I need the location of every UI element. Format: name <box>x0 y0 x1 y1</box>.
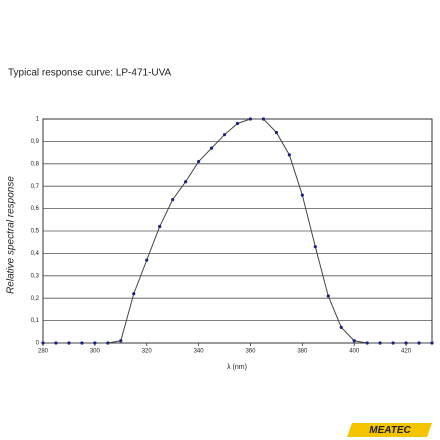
y-tick-label: 0,8 <box>31 161 40 167</box>
data-point <box>119 339 123 343</box>
y-tick-label: 0,7 <box>31 184 40 190</box>
data-point <box>145 258 149 262</box>
y-axis-label: Relative spectral response <box>6 176 17 294</box>
logo: MEATEC <box>347 423 432 437</box>
x-tick-label: 300 <box>90 349 101 355</box>
logo-text: MEATEC <box>369 425 411 436</box>
data-point <box>378 341 382 345</box>
data-point <box>54 341 58 345</box>
data-point <box>41 341 45 345</box>
data-point <box>326 294 330 298</box>
y-tick-label: 1 <box>36 117 40 123</box>
x-tick-label: 420 <box>401 349 412 355</box>
data-point <box>261 117 266 121</box>
x-tick-label: 380 <box>297 349 308 355</box>
data-point <box>404 341 408 345</box>
logo-badge <box>347 423 432 437</box>
data-point <box>300 193 304 197</box>
data-point <box>222 133 227 137</box>
x-tick-label: 360 <box>245 349 256 355</box>
data-point <box>287 153 291 157</box>
data-point <box>365 341 369 345</box>
chart-title: Typical response curve: LP-471-UVA <box>8 68 172 79</box>
data-point <box>132 292 136 296</box>
data-point <box>67 341 71 345</box>
x-tick-label: 280 <box>38 349 49 355</box>
data-point <box>274 130 278 135</box>
y-tick-label: 0,9 <box>31 139 40 145</box>
data-point <box>391 341 395 345</box>
y-tick-label: 0,5 <box>31 229 40 235</box>
data-point <box>209 146 214 150</box>
data-point <box>93 341 97 345</box>
data-point <box>197 159 201 164</box>
y-tick-label: 0,1 <box>31 318 40 324</box>
data-point <box>417 341 421 345</box>
data-point <box>352 339 356 343</box>
plot-frame <box>42 118 433 344</box>
data-point <box>171 198 175 202</box>
y-tick-label: 0 <box>36 341 40 347</box>
y-tick-label: 0,2 <box>31 296 40 302</box>
x-tick-label: 340 <box>194 349 205 355</box>
data-point <box>235 121 240 126</box>
x-axis-label: λ (nm) <box>227 364 247 371</box>
y-tick-label: 0,3 <box>31 273 40 279</box>
data-point <box>339 325 343 329</box>
y-tick-label: 0,4 <box>31 251 40 257</box>
data-point <box>158 224 162 229</box>
x-tick-label: 320 <box>142 349 153 355</box>
data-point <box>184 180 188 184</box>
data-point <box>106 341 110 345</box>
data-point <box>80 341 84 345</box>
x-tick-label: 400 <box>349 349 360 355</box>
data-point <box>248 117 253 121</box>
y-tick-label: 0,6 <box>31 206 40 212</box>
data-point <box>313 245 317 249</box>
data-point <box>430 341 434 345</box>
